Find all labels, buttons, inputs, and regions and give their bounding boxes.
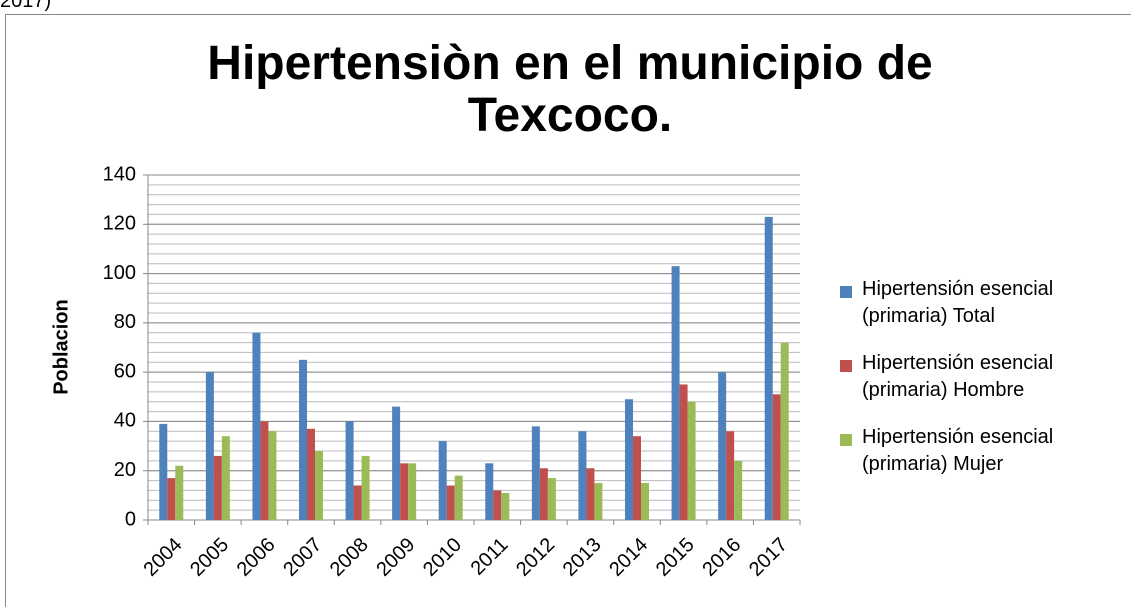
x-tick-label: 2005 — [186, 534, 233, 581]
x-tick-label: 2017 — [745, 534, 792, 581]
bar — [493, 490, 502, 520]
bar — [625, 399, 633, 520]
bar — [400, 463, 409, 520]
legend-item: Hipertensión esencial (primaria) Mujer — [840, 424, 1130, 478]
x-tick-label: 2013 — [559, 534, 606, 581]
bar — [586, 468, 595, 520]
bar — [175, 465, 184, 520]
y-tick-label: 140 — [103, 163, 136, 185]
bar — [252, 332, 261, 520]
x-tick-label: 2015 — [652, 534, 699, 581]
x-tick-label: 2008 — [326, 534, 373, 581]
bar — [345, 421, 354, 520]
bar — [446, 485, 455, 520]
bar — [268, 431, 277, 520]
y-tick-label: 100 — [103, 262, 136, 284]
bar — [531, 426, 540, 520]
legend-label: Hipertensión esencial (primaria) Hombre — [862, 352, 1054, 401]
bar — [205, 372, 214, 520]
bar — [726, 431, 735, 520]
x-tick-label: 2007 — [279, 534, 326, 581]
caption: 2017) — [0, 0, 52, 12]
bar — [438, 441, 447, 520]
y-tick-label: 120 — [103, 213, 136, 235]
legend-label: Hipertensión esencial (primaria) Mujer — [862, 426, 1054, 475]
legend-label: Hipertensión esencial (primaria) Total — [862, 278, 1054, 327]
bar — [633, 436, 641, 520]
x-tick-label: 2011 — [467, 534, 513, 580]
bar — [764, 216, 773, 520]
legend-swatch — [840, 360, 852, 372]
legend-swatch — [840, 286, 852, 298]
legend: Hipertensión esencial (primaria) Total Hi… — [840, 276, 1130, 498]
bar — [167, 478, 176, 520]
bar — [780, 342, 789, 520]
bar — [353, 485, 362, 520]
bar — [408, 463, 417, 520]
legend-swatch — [840, 434, 852, 446]
bar — [454, 475, 463, 520]
y-tick-label: 60 — [114, 360, 136, 382]
x-tick-label: 2010 — [419, 534, 466, 581]
bar — [679, 384, 688, 520]
bar — [485, 463, 494, 520]
y-tick-label: 20 — [114, 459, 136, 481]
x-tick-label: 2012 — [512, 534, 559, 581]
bar — [221, 436, 230, 520]
x-tick-label: 2006 — [233, 534, 280, 581]
bar — [307, 428, 315, 520]
bar — [772, 394, 781, 520]
bar — [687, 401, 696, 520]
legend-item: Hipertensión esencial (primaria) Hombre — [840, 350, 1130, 404]
y-tick-label: 40 — [114, 410, 136, 432]
bar — [260, 421, 269, 520]
legend-item: Hipertensión esencial (primaria) Total — [840, 276, 1130, 330]
bar — [641, 483, 649, 520]
bar — [734, 460, 743, 520]
bar — [213, 455, 222, 520]
bar — [547, 478, 556, 520]
x-tick-label: 2014 — [605, 534, 652, 581]
bar — [539, 468, 548, 520]
x-tick-label: 2009 — [372, 534, 419, 581]
chart-title: Hipertensiòn en el municipio de Texcoco. — [207, 37, 933, 142]
y-tick-label: 0 — [125, 508, 136, 530]
bar — [392, 406, 401, 520]
x-tick-label: 2016 — [698, 534, 745, 581]
bar — [594, 483, 603, 520]
bar — [361, 455, 370, 520]
y-axis-label: Poblacion — [50, 299, 72, 395]
x-tick-label: 2004 — [140, 534, 187, 581]
y-tick-label: 80 — [114, 311, 136, 333]
chart-border — [5, 14, 1131, 607]
bar — [501, 492, 510, 520]
bar — [718, 372, 727, 520]
bar — [299, 359, 307, 520]
bar — [315, 451, 323, 520]
bar — [578, 431, 587, 520]
bar — [159, 423, 168, 520]
bar — [671, 266, 680, 520]
